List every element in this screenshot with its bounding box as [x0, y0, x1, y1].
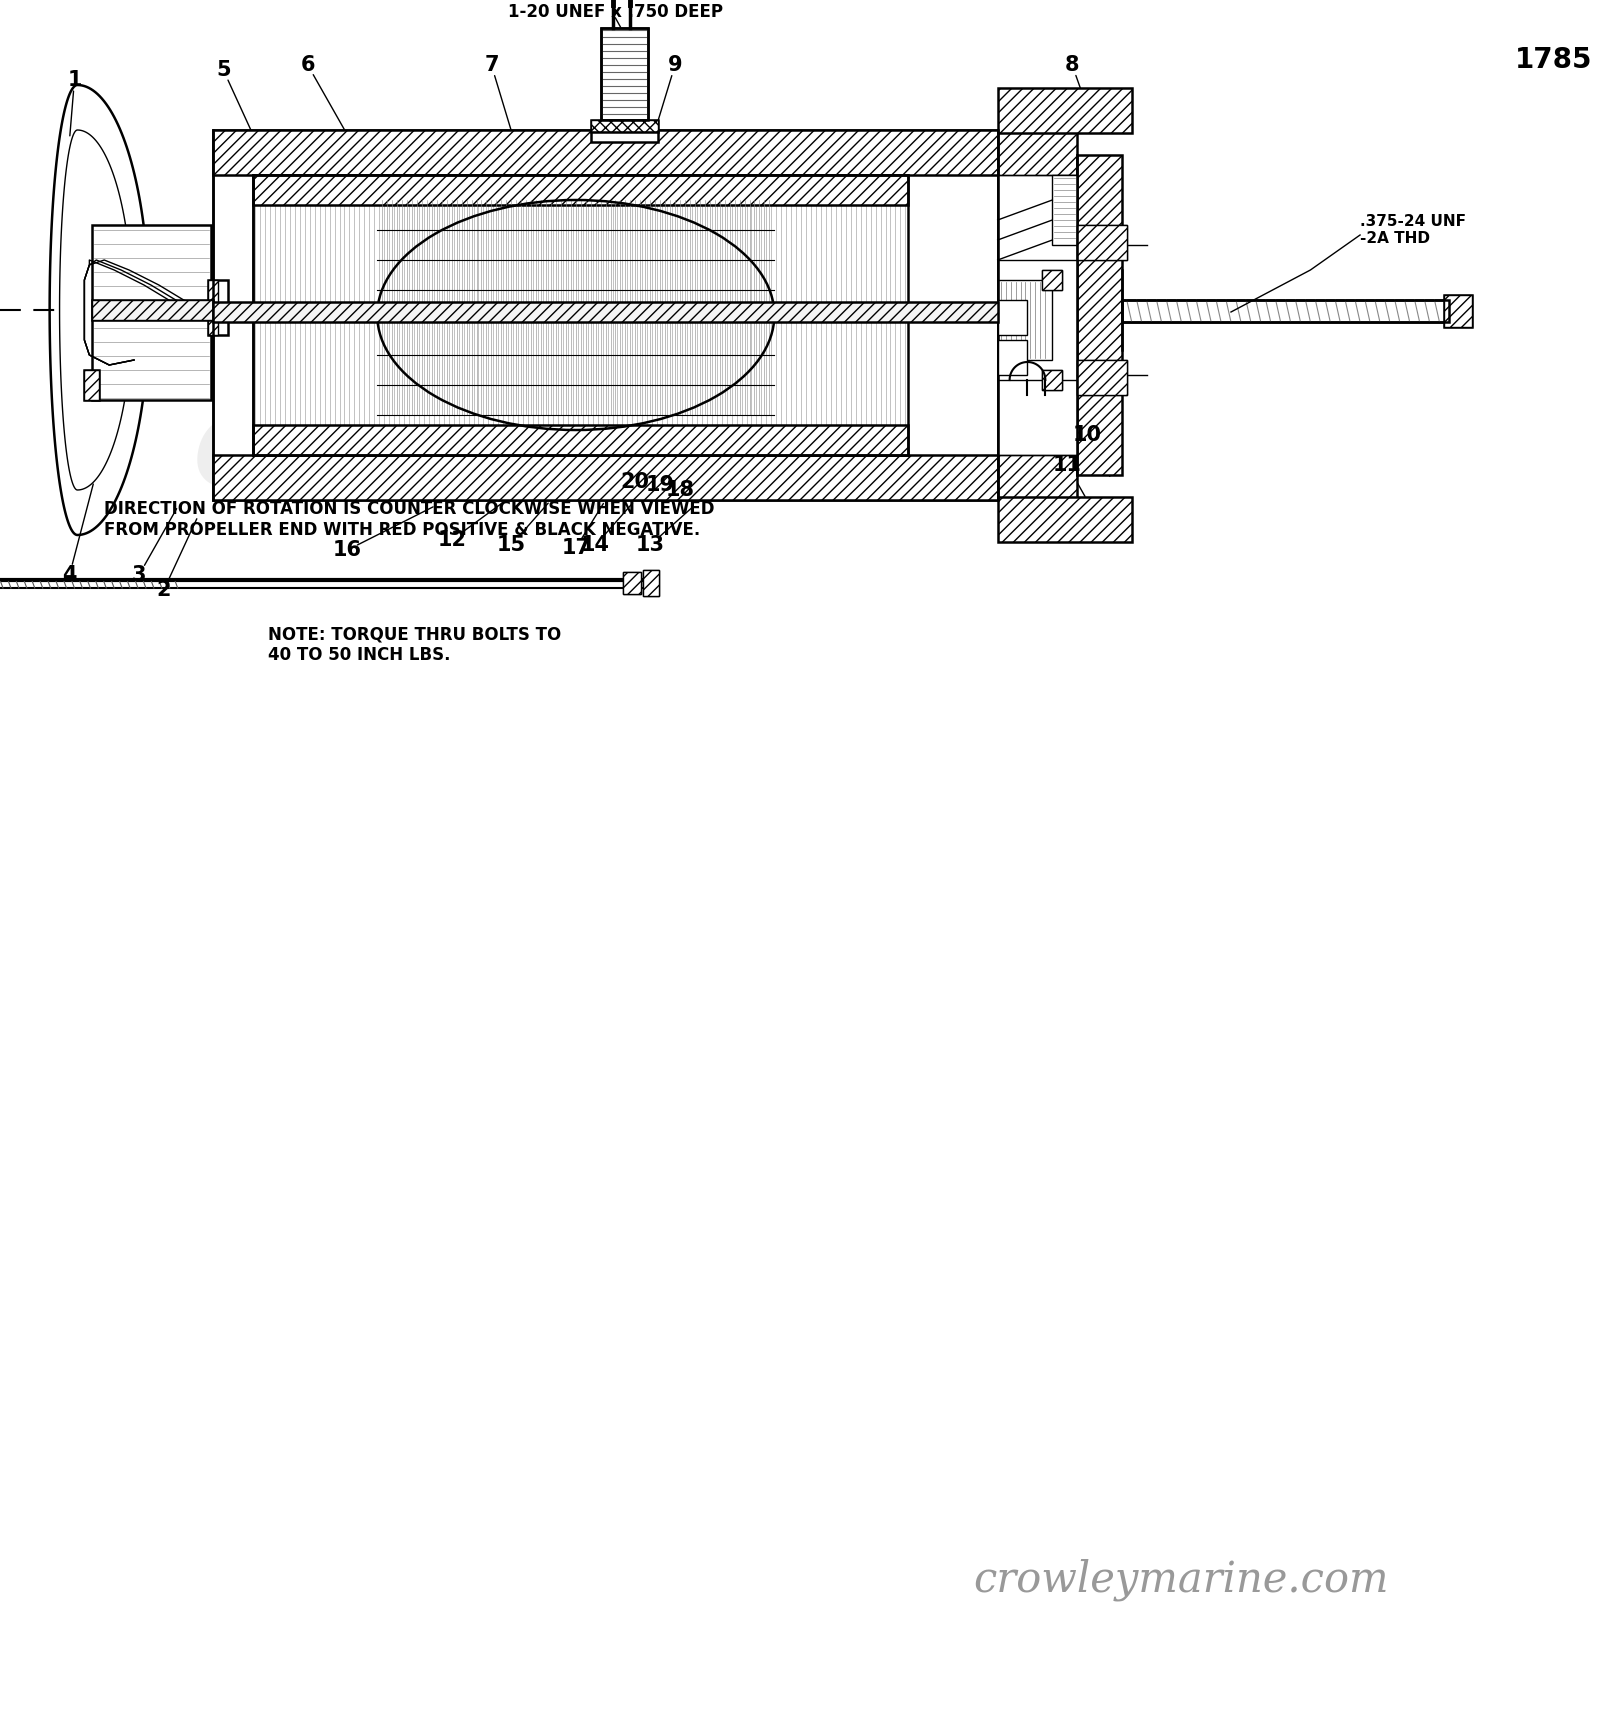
Bar [600, 28, 648, 120]
Bar [998, 280, 1053, 359]
Bar [1077, 225, 1126, 260]
Bar [643, 571, 659, 596]
Bar [590, 120, 658, 132]
Text: NOTE: TORQUE THRU BOLTS TO
40 TO 50 INCH LBS.: NOTE: TORQUE THRU BOLTS TO 40 TO 50 INCH… [269, 626, 562, 664]
Text: 16: 16 [333, 540, 362, 560]
Text: 19: 19 [646, 474, 675, 495]
Bar [1042, 370, 1062, 390]
Bar [998, 340, 1027, 375]
Text: 7: 7 [485, 55, 499, 76]
Bar [998, 88, 1131, 132]
Bar [590, 132, 658, 143]
Bar [213, 456, 998, 500]
Bar [1042, 370, 1062, 390]
Text: 12: 12 [437, 529, 466, 550]
Bar [85, 370, 99, 401]
Bar [998, 301, 1027, 335]
Text: 11: 11 [1053, 456, 1082, 474]
Text: 5: 5 [216, 60, 230, 81]
Bar [213, 303, 998, 321]
Bar [213, 131, 998, 500]
Bar [1042, 270, 1062, 291]
Polygon shape [50, 84, 149, 535]
Text: .375-24 UNF
-2A THD: .375-24 UNF -2A THD [1360, 213, 1466, 246]
Bar [1445, 296, 1472, 327]
Text: Crowley Marine: Crowley Marine [194, 411, 1077, 509]
Bar [1122, 301, 1450, 321]
Bar [253, 175, 909, 205]
Bar [1042, 270, 1062, 291]
Bar [1077, 359, 1126, 395]
Bar [208, 280, 229, 335]
Text: 3: 3 [131, 566, 146, 584]
Bar [93, 301, 213, 320]
Text: 18: 18 [666, 480, 694, 500]
Bar [93, 225, 211, 401]
Text: 6: 6 [301, 55, 315, 76]
Text: 14: 14 [581, 535, 610, 555]
Bar [85, 370, 99, 401]
Bar [1122, 301, 1450, 321]
Bar [1077, 155, 1122, 474]
Text: 15: 15 [496, 535, 526, 555]
Text: 13: 13 [635, 535, 664, 555]
Text: 17: 17 [562, 538, 590, 559]
Bar [998, 131, 1077, 500]
Text: 2: 2 [157, 579, 171, 600]
Text: 20: 20 [621, 473, 650, 492]
Text: 1: 1 [67, 70, 82, 89]
Text: 8: 8 [1066, 55, 1080, 76]
Bar [998, 175, 1077, 456]
Polygon shape [59, 131, 133, 490]
Bar [1445, 296, 1472, 327]
Text: DIRECTION OF ROTATION IS COUNTER CLOCKWISE WHEN VIEWED
FROM PROPELLER END WITH R: DIRECTION OF ROTATION IS COUNTER CLOCKWI… [104, 500, 715, 538]
Bar [253, 425, 909, 456]
Text: 4: 4 [62, 566, 77, 584]
Bar [93, 301, 213, 320]
Bar [253, 175, 909, 456]
Bar [213, 131, 998, 175]
Bar [624, 572, 642, 595]
Text: 1-20 UNEF x .750 DEEP: 1-20 UNEF x .750 DEEP [507, 3, 723, 21]
Text: 1785: 1785 [1515, 46, 1592, 74]
Bar [590, 120, 658, 132]
Text: 10: 10 [1072, 425, 1101, 445]
Text: 9: 9 [667, 55, 682, 76]
Text: crowleymarine.com: crowleymarine.com [974, 1559, 1389, 1602]
Bar [208, 280, 219, 335]
Bar [1077, 225, 1126, 260]
Bar [643, 571, 659, 596]
Bar [1053, 175, 1077, 246]
Bar [1077, 359, 1126, 395]
Bar [998, 497, 1131, 541]
Bar [624, 572, 642, 595]
Bar [600, 28, 648, 120]
